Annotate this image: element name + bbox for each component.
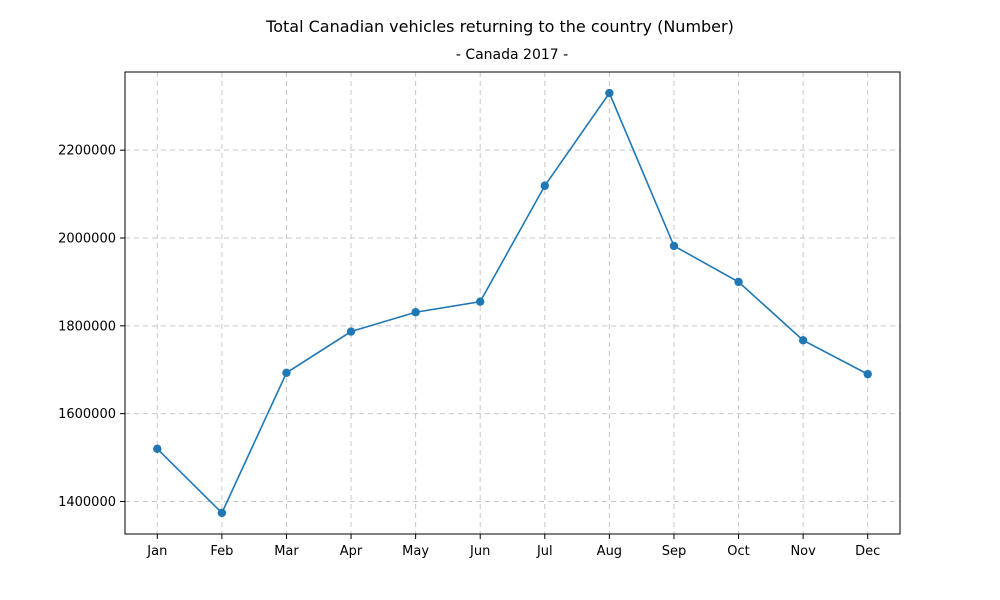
x-tick-label: Feb	[210, 544, 233, 559]
y-tick-label: 1600000	[58, 407, 116, 422]
x-tick-label: Dec	[855, 544, 880, 559]
data-point	[669, 241, 679, 251]
x-tick-label: Sep	[662, 544, 687, 559]
x-tick-label: Jun	[469, 544, 490, 559]
series-layer	[153, 88, 872, 518]
axes: Jan Feb Mar Apr May Jun Jul Aug Sep Oct Nov Dec 1400…	[58, 144, 880, 559]
data-point	[346, 327, 356, 336]
data-point	[411, 308, 420, 317]
y-tick-label: 1800000	[58, 319, 116, 334]
x-tick-label: Jan	[146, 544, 167, 559]
x-tick-label: May	[402, 544, 429, 559]
x-tick-label: Aug	[597, 544, 622, 559]
grid-lines	[125, 72, 900, 534]
data-point	[863, 369, 872, 379]
x-tick-label: Apr	[340, 544, 363, 559]
y-tick-label: 2200000	[58, 144, 116, 159]
data-point	[798, 336, 808, 345]
data-point	[734, 277, 743, 287]
x-tick-label: Jul	[536, 544, 553, 559]
data-point	[153, 444, 162, 454]
plot-area-frame	[124, 71, 901, 535]
data-point	[217, 508, 227, 518]
data-point	[540, 181, 549, 190]
x-tick-label: Nov	[790, 544, 816, 559]
y-tick-label: 2000000	[58, 232, 116, 247]
data-point	[476, 297, 485, 306]
x-tick-label: Mar	[274, 544, 299, 559]
chart-subtitle: - Canada 2017 -	[456, 47, 568, 63]
data-point	[605, 88, 614, 98]
series-line	[156, 91, 869, 515]
x-tick-label: Oct	[727, 544, 749, 559]
chart-title: Total Canadian vehicles returning to the…	[265, 17, 734, 36]
y-tick-label: 1400000	[58, 495, 116, 510]
data-point	[282, 368, 291, 378]
